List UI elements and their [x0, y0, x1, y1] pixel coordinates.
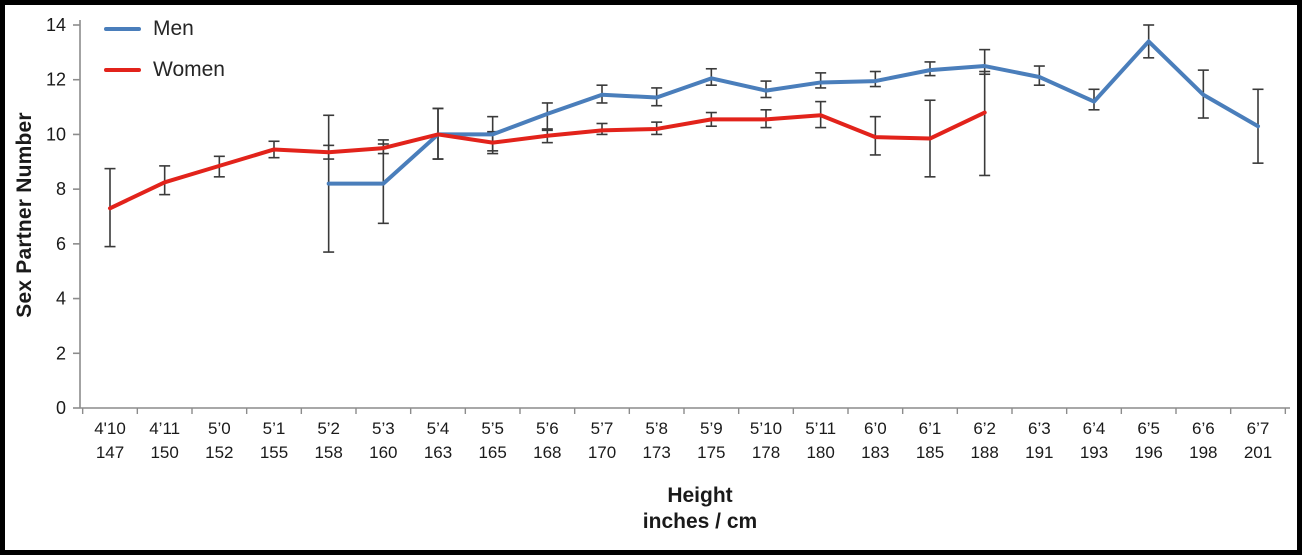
svg-text:170: 170 [588, 443, 616, 462]
svg-text:5’0: 5’0 [208, 419, 231, 438]
axes [79, 20, 1290, 409]
svg-text:4’11: 4’11 [149, 419, 180, 438]
svg-text:6: 6 [56, 234, 66, 254]
svg-text:152: 152 [205, 443, 233, 462]
svg-text:175: 175 [697, 443, 725, 462]
svg-text:196: 196 [1134, 443, 1162, 462]
svg-text:6’0: 6’0 [864, 419, 887, 438]
svg-text:188: 188 [970, 443, 998, 462]
svg-text:168: 168 [533, 443, 561, 462]
x-axis-ticks [81, 408, 1287, 414]
svg-text:191: 191 [1025, 443, 1053, 462]
women-line-swatch [104, 68, 141, 72]
svg-text:5’2: 5’2 [317, 419, 340, 438]
svg-text:160: 160 [369, 443, 397, 462]
svg-text:201: 201 [1244, 443, 1272, 462]
svg-text:6’3: 6’3 [1028, 419, 1051, 438]
svg-text:6’4: 6’4 [1083, 419, 1106, 438]
legend-item-men: Men [104, 14, 225, 44]
svg-text:178: 178 [752, 443, 780, 462]
x-axis-labels: 4'10 4’11 5’0 5’1 5’2 5’3 5’4 5’5 5’6 5’7 5’8 5’9 5’… [94, 419, 1272, 462]
legend-label-women: Women [153, 58, 225, 81]
y-axis-ticks: 0 2 4 6 8 10 12 14 [46, 15, 80, 418]
svg-text:155: 155 [260, 443, 288, 462]
svg-text:5’10: 5’10 [750, 419, 782, 438]
series-line-women [108, 110, 987, 211]
svg-text:193: 193 [1080, 443, 1108, 462]
svg-text:4: 4 [56, 289, 66, 309]
svg-text:6’6: 6’6 [1192, 419, 1215, 438]
y-axis-title: Sex Partner Number [13, 112, 36, 318]
svg-text:185: 185 [916, 443, 944, 462]
svg-text:0: 0 [56, 398, 66, 418]
svg-text:5’11: 5’11 [805, 419, 836, 438]
x-axis-title-line2: inches / cm [642, 510, 758, 533]
svg-text:12: 12 [46, 70, 66, 90]
men-line-swatch [104, 27, 141, 31]
svg-text:8: 8 [56, 179, 66, 199]
svg-text:5’5: 5’5 [481, 419, 504, 438]
svg-text:6’7: 6’7 [1247, 419, 1270, 438]
svg-text:165: 165 [478, 443, 506, 462]
x-axis-title: Height inches / cm [555, 483, 845, 535]
svg-text:163: 163 [424, 443, 452, 462]
svg-text:173: 173 [642, 443, 670, 462]
svg-text:5’9: 5’9 [700, 419, 723, 438]
svg-text:14: 14 [46, 15, 66, 35]
svg-text:150: 150 [150, 443, 178, 462]
svg-text:6’1: 6’1 [919, 419, 942, 438]
x-axis-title-line1: Height [667, 484, 733, 507]
series-line-men [326, 39, 1260, 186]
svg-text:147: 147 [96, 443, 124, 462]
svg-text:158: 158 [314, 443, 342, 462]
legend: Men Women [104, 14, 225, 96]
legend-label-men: Men [153, 17, 194, 40]
svg-text:180: 180 [806, 443, 834, 462]
svg-text:5’7: 5’7 [591, 419, 614, 438]
svg-text:198: 198 [1189, 443, 1217, 462]
svg-text:5’1: 5’1 [263, 419, 286, 438]
svg-text:6’5: 6’5 [1137, 419, 1160, 438]
svg-text:5’3: 5’3 [372, 419, 395, 438]
svg-text:10: 10 [46, 124, 66, 144]
svg-text:4'10: 4'10 [94, 419, 126, 438]
svg-text:5’4: 5’4 [427, 419, 450, 438]
svg-text:6’2: 6’2 [973, 419, 996, 438]
svg-text:183: 183 [861, 443, 889, 462]
legend-item-women: Women [104, 55, 225, 85]
svg-text:5’6: 5’6 [536, 419, 559, 438]
svg-text:2: 2 [56, 343, 66, 363]
svg-text:5’8: 5’8 [645, 419, 668, 438]
